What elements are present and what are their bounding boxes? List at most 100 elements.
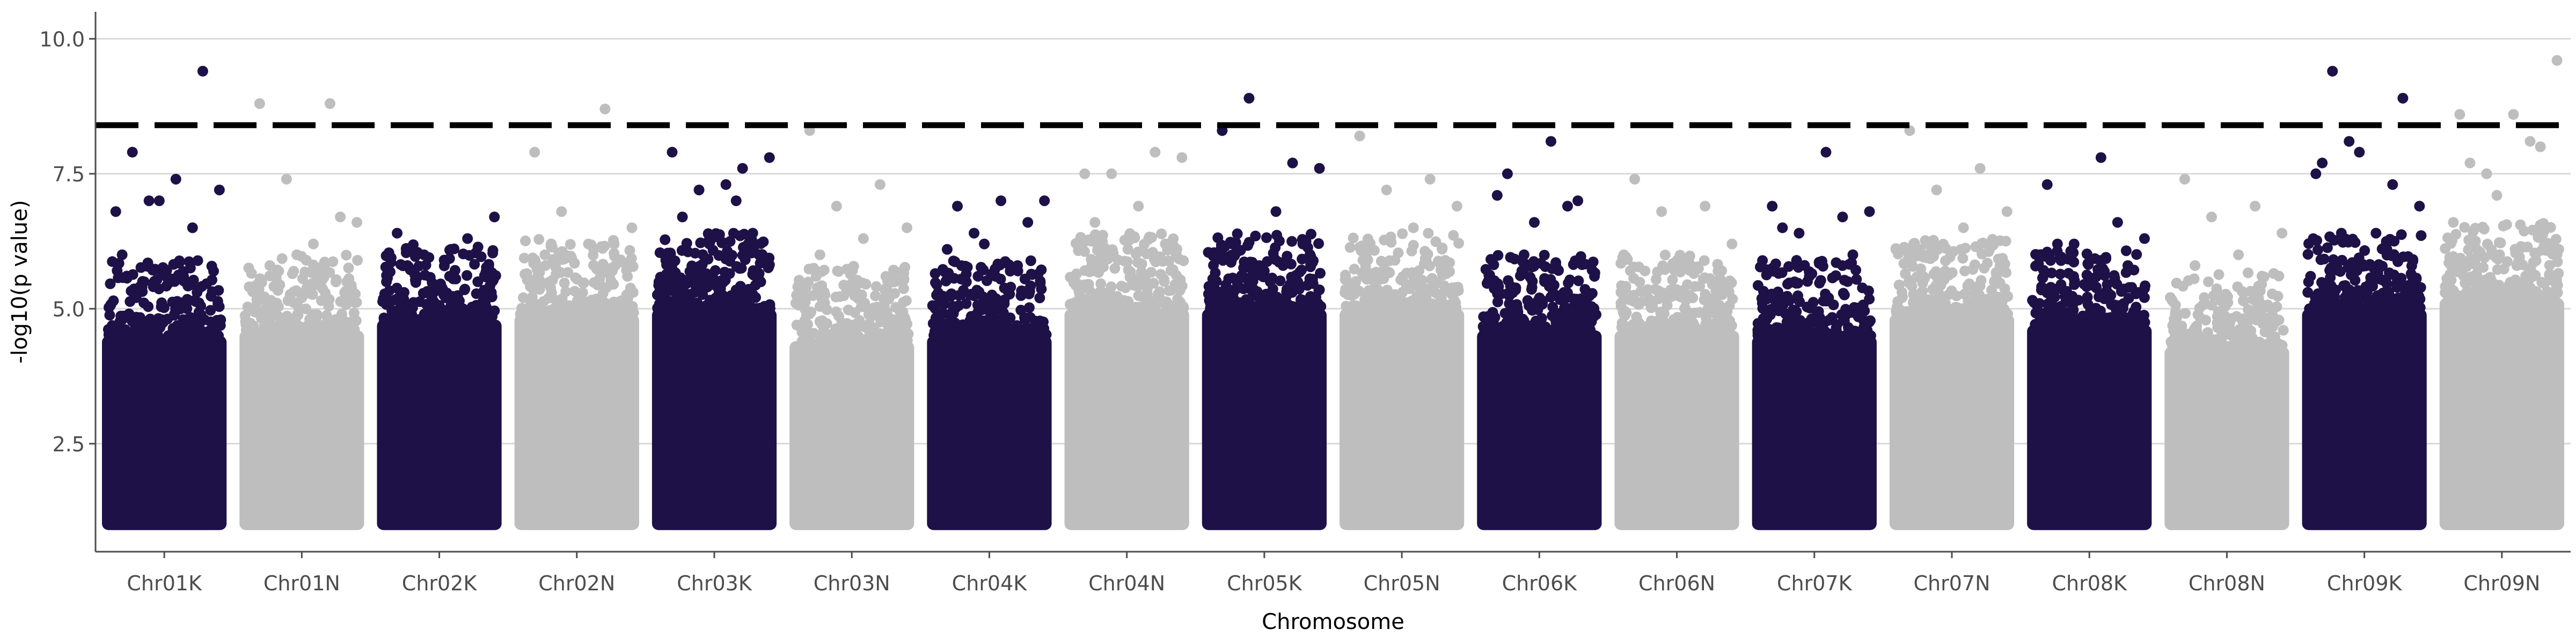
snp-point: [822, 331, 833, 342]
snp-point: [143, 301, 154, 312]
snp-point: [2207, 341, 2219, 352]
snp-point: [1095, 278, 1107, 289]
snp-outlier-point: [1227, 238, 1238, 250]
snp-point: [868, 303, 879, 314]
snp-point: [898, 283, 909, 294]
snp-point: [435, 278, 446, 289]
snp-point: [1819, 316, 1831, 327]
snp-point: [1034, 292, 1045, 304]
snp-point: [2504, 289, 2515, 300]
snp-outlier-point: [2524, 136, 2536, 147]
snp-point: [1437, 260, 1448, 272]
snp-point: [1450, 282, 1461, 293]
snp-point: [1572, 324, 1584, 335]
snp-point: [1850, 265, 1862, 276]
snp-point: [1293, 283, 1305, 295]
snp-point: [1932, 244, 1943, 255]
snp-point: [2203, 276, 2214, 287]
snp-point: [1755, 261, 1766, 273]
dense-points-block: [1752, 335, 1877, 530]
snp-point: [720, 253, 731, 265]
snp-point: [1774, 290, 1785, 301]
snp-point: [1525, 272, 1536, 283]
x-tick-label: Chr09K: [2327, 572, 2403, 595]
snp-outlier-point: [1502, 168, 1513, 179]
snp-point: [306, 278, 318, 289]
snp-outlier-point: [1656, 206, 1667, 217]
snp-point: [1703, 294, 1715, 305]
snp-point: [680, 303, 691, 314]
snp-point: [1927, 284, 1938, 295]
snp-point: [2036, 281, 2047, 292]
snp-point: [955, 289, 967, 300]
snp-point: [2471, 268, 2482, 280]
snp-point: [1089, 229, 1101, 240]
snp-outlier-point: [2354, 147, 2365, 158]
snp-point: [2460, 278, 2471, 289]
snp-point: [870, 281, 882, 292]
snp-point: [2112, 300, 2124, 311]
snp-point: [1344, 242, 1356, 253]
snp-point: [2189, 273, 2200, 284]
snp-point: [551, 268, 562, 280]
dense-points-block: [927, 335, 1052, 530]
snp-outlier-point: [2277, 228, 2288, 239]
snp-point: [273, 266, 284, 277]
snp-point: [939, 298, 950, 310]
snp-point: [113, 258, 125, 269]
snp-point: [2312, 244, 2323, 255]
snp-point: [658, 284, 670, 295]
snp-point: [660, 301, 671, 312]
snp-point: [1721, 311, 1732, 323]
x-tick-label: Chr01N: [264, 572, 340, 595]
snp-point: [2337, 237, 2348, 248]
snp-point: [1547, 310, 1558, 321]
snp-point: [2132, 316, 2143, 327]
snp-point: [317, 283, 328, 295]
snp-point: [970, 315, 982, 326]
snp-point: [1212, 232, 1224, 244]
snp-point: [1838, 313, 1849, 324]
snp-point: [1268, 302, 1279, 313]
snp-outlier-point: [814, 249, 825, 260]
snp-point: [1496, 288, 1507, 299]
dense-points-block: [2439, 298, 2564, 530]
x-tick-label: Chr05N: [1364, 572, 1440, 595]
snp-point: [1365, 288, 1376, 299]
snp-point: [399, 313, 410, 324]
snp-point: [244, 281, 255, 292]
snp-point: [272, 285, 283, 296]
snp-point: [2268, 268, 2279, 279]
snp-point: [1522, 295, 1533, 306]
snp-outlier-point: [704, 238, 715, 250]
snp-point: [211, 314, 223, 326]
snp-point: [836, 317, 847, 328]
snp-point: [2471, 251, 2483, 262]
snp-point: [1935, 294, 1946, 305]
snp-point: [862, 335, 873, 347]
snp-point: [430, 306, 441, 318]
snp-point: [1360, 298, 1371, 310]
snp-point: [801, 282, 812, 293]
snp-point: [546, 308, 557, 319]
x-tick-label: Chr09N: [2463, 572, 2540, 595]
snp-point: [2124, 282, 2135, 293]
snp-point: [694, 262, 706, 273]
snp-point: [1087, 265, 1099, 276]
snp-point: [881, 282, 892, 293]
snp-point: [518, 252, 530, 264]
snp-point: [1262, 256, 1273, 267]
x-tick-label: Chr06K: [1502, 572, 1578, 595]
snp-point: [1615, 258, 1627, 269]
snp-point: [728, 228, 739, 239]
snp-point: [1537, 295, 1548, 306]
snp-point: [1715, 275, 1726, 287]
snp-point: [1406, 245, 1417, 257]
snp-point: [937, 264, 948, 275]
snp-point: [288, 266, 299, 277]
y-tick-label: 2.5: [53, 433, 85, 456]
snp-point: [2482, 238, 2493, 250]
snp-point: [794, 275, 805, 286]
snp-point: [791, 319, 802, 331]
snp-outlier-point: [127, 147, 138, 158]
